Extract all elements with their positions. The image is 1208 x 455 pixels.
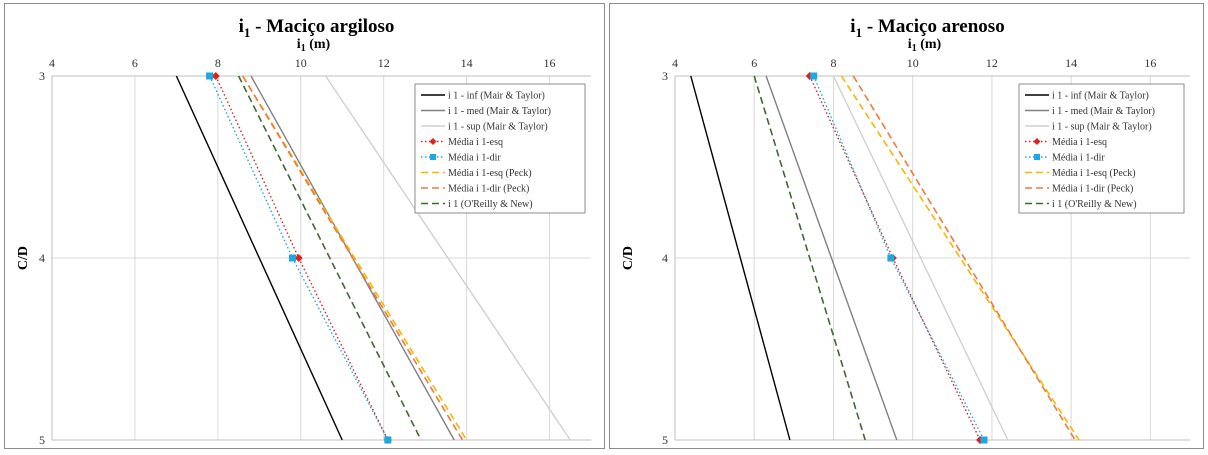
data-point-diamond — [805, 72, 814, 80]
series-line — [208, 75, 389, 441]
x-tick-label: 14 — [1065, 56, 1077, 70]
x-tick-label: 4 — [672, 56, 678, 70]
series-line — [840, 75, 1080, 441]
data-point-square — [980, 436, 988, 444]
x-tick-label: 8 — [830, 56, 836, 70]
legend-entry: i 1 - med (Mair & Taylor) — [448, 106, 551, 117]
y-axis-label: C/D — [16, 246, 31, 270]
data-point-square — [887, 254, 895, 262]
data-point-square — [206, 72, 214, 80]
data-point-square — [288, 254, 296, 262]
x-tick-label: 16 — [544, 56, 556, 70]
legend-entry: Média i 1-dir — [1052, 153, 1105, 164]
legend: i 1 - inf (Mair & Taylor) i 1 - med (Mair… — [1018, 83, 1185, 214]
x-tick-label: 4 — [49, 56, 55, 70]
x-tick-label: 10 — [907, 56, 919, 70]
series-line — [690, 75, 791, 441]
x-tick-label: 12 — [378, 56, 390, 70]
legend: i 1 - inf (Mair & Taylor) i 1 - med (Mair… — [414, 83, 586, 214]
data-point-diamond — [211, 72, 220, 80]
chart-panel-argiloso: i1 - Maciço argiloso i1 (m) C/D 4 6 8 10 12 14 16… — [4, 3, 605, 449]
data-point-square — [810, 72, 818, 80]
legend-entry: Média i 1-dir (Peck) — [448, 184, 529, 195]
legend-box — [414, 83, 586, 214]
series-line — [242, 75, 464, 441]
legend-entry: Média i 1-dir — [448, 153, 501, 164]
y-tick-label: 3 — [662, 69, 668, 83]
legend-entry: i 1 - inf (Mair & Taylor) — [448, 91, 545, 102]
legend-marker — [429, 138, 437, 145]
y-tick-label: 5 — [662, 433, 668, 447]
legend-entry: i 1 - sup (Mair & Taylor) — [1052, 122, 1152, 133]
y-tick-label: 5 — [39, 433, 45, 447]
series-line — [765, 75, 898, 441]
data-point-square — [384, 436, 392, 444]
legend-entry: Média i 1-esq (Peck) — [1052, 168, 1136, 179]
chart-title: i1 - Maciço argiloso — [239, 16, 395, 40]
legend-entry: i 1 - med (Mair & Taylor) — [1052, 106, 1155, 117]
chart-title: i1 - Maciço arenoso — [850, 16, 1004, 40]
legend-entry: i 1 - inf (Mair & Taylor) — [1052, 91, 1149, 102]
series-line — [175, 75, 343, 441]
legend-marker — [1034, 154, 1040, 160]
series-line — [325, 75, 571, 441]
y-tick-label: 4 — [662, 251, 668, 265]
x-tick-label: 16 — [1144, 56, 1156, 70]
legend-entry: Média i 1-dir (Peck) — [1052, 184, 1133, 195]
legend-entry: Média i 1-esq — [448, 137, 503, 148]
legend-box — [1018, 83, 1185, 214]
legend-entry: Média i 1-esq — [1052, 137, 1107, 148]
legend-entry: Média i 1-esq (Peck) — [448, 168, 532, 179]
x-tick-label: 6 — [132, 56, 138, 70]
series-line — [237, 75, 422, 441]
legend-marker — [1033, 138, 1041, 145]
series-line — [852, 75, 1076, 441]
x-axis-label: i1 (m) — [297, 37, 331, 54]
series-line — [832, 75, 1009, 441]
data-point-diamond — [294, 254, 303, 262]
y-tick-label: 4 — [39, 251, 45, 265]
x-axis-label: i1 (m) — [908, 37, 942, 54]
legend-entry: i 1 (O'Reilly & New) — [1052, 199, 1137, 210]
x-tick-label: 12 — [986, 56, 998, 70]
legend-marker — [430, 154, 436, 160]
x-tick-label: 6 — [751, 56, 757, 70]
y-tick-label: 3 — [39, 69, 45, 83]
y-axis-label: C/D — [621, 246, 636, 270]
x-tick-label: 8 — [215, 56, 221, 70]
legend-entry: i 1 - sup (Mair & Taylor) — [448, 122, 548, 133]
x-tick-label: 10 — [295, 56, 307, 70]
chart-panel-arenoso: i1 - Maciço arenoso i1 (m) C/D 4 6 8 10 12 14 16 3… — [609, 3, 1204, 449]
series-line — [753, 75, 866, 441]
x-tick-label: 14 — [461, 56, 473, 70]
legend-entry: i 1 (O'Reilly & New) — [448, 199, 533, 210]
